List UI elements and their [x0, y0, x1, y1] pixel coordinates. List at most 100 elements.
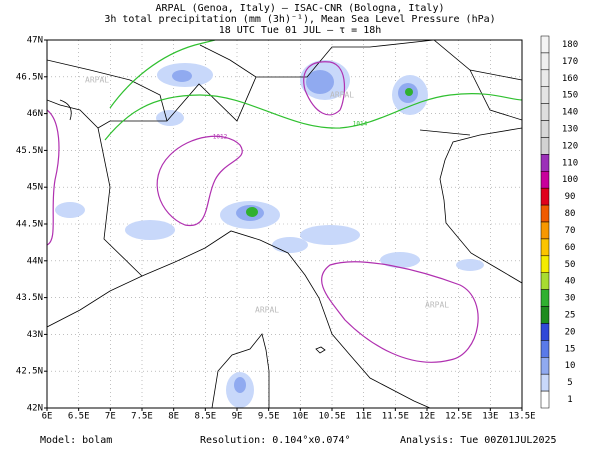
lon-label: 11.5E	[382, 412, 409, 422]
title-line: 18 UTC Tue 01 JUL – τ = 18h	[219, 25, 382, 36]
watermark: ARPAL	[330, 91, 354, 100]
colorbar-cell	[540, 255, 550, 273]
analysis-label: Analysis: Tue 00Z01JUL2025	[400, 435, 557, 446]
colorbar-label: 180	[562, 40, 578, 50]
lat-label: 46.5N	[16, 72, 43, 82]
model-label: Model: bolam	[40, 435, 112, 446]
lon-label: 10E	[292, 412, 308, 422]
colorbar-label: 140	[562, 108, 578, 118]
lon-label: 7E	[105, 412, 116, 422]
lon-label: 7.5E	[131, 412, 153, 422]
watermark: ARPAL	[255, 306, 279, 315]
colorbar-label: 10	[565, 361, 576, 371]
lat-label: 42.5N	[16, 367, 43, 377]
coast	[211, 333, 270, 408]
lon-label: 13E	[482, 412, 498, 422]
coast	[315, 346, 326, 354]
colorbar-cell	[540, 357, 550, 375]
lat-label: 46N	[27, 109, 43, 119]
colorbar-label: 70	[565, 226, 576, 236]
isobar	[109, 40, 216, 109]
colorbar-label: 120	[562, 141, 578, 151]
lon-label: 6E	[42, 412, 53, 422]
colorbar-cell	[540, 86, 550, 104]
colorbar-cell	[540, 171, 550, 189]
colorbar-cell	[540, 204, 550, 223]
isobar	[156, 135, 243, 227]
lat-label: 45N	[27, 183, 43, 193]
border	[59, 99, 471, 136]
colorbar-cell	[540, 120, 550, 138]
lat-label: 47N	[27, 36, 43, 46]
lon-label: 6.5E	[68, 412, 90, 422]
colorbar-label: 170	[562, 57, 578, 67]
colorbar-cell	[540, 154, 550, 172]
lon-label: 8E	[168, 412, 179, 422]
colorbar-cell	[540, 187, 550, 206]
lon-label: 11E	[356, 412, 372, 422]
coast	[47, 230, 431, 408]
lat-label: 45.5N	[16, 146, 43, 156]
colorbar-cell	[540, 323, 550, 341]
colorbar-cell	[540, 69, 550, 87]
colorbar-label: 150	[562, 91, 578, 101]
isobar	[104, 93, 522, 141]
colorbar-cell	[540, 340, 550, 358]
colorbar-cell	[540, 52, 550, 71]
colorbar-label: 130	[562, 125, 578, 135]
watermark: ARPAL	[425, 301, 449, 310]
lat-label: 43.5N	[16, 293, 43, 303]
isobar	[47, 109, 60, 246]
lon-label: 9E	[232, 412, 243, 422]
colorbar-label: 30	[565, 294, 576, 304]
lon-label: 13.5E	[508, 412, 535, 422]
lon-label: 10.5E	[318, 412, 345, 422]
colorbar-label: 90	[565, 192, 576, 202]
colorbar-label: 110	[562, 158, 578, 168]
lat-label: 44N	[27, 256, 43, 266]
lat-label: 42N	[27, 404, 43, 414]
isobar	[321, 261, 479, 363]
watermark: ARPAL	[85, 76, 109, 85]
resolution-label: Resolution: 0.104°x0.074°	[200, 435, 351, 446]
map-area	[47, 40, 522, 408]
colorbar-cell	[540, 137, 550, 155]
colorbar-cell	[540, 272, 550, 290]
lat-label: 44.5N	[16, 220, 43, 230]
isobar-label: 1012	[213, 134, 228, 141]
coast	[439, 127, 522, 284]
precip-heavy	[246, 88, 413, 217]
colorbar-cell	[540, 306, 550, 324]
colorbar-label: 60	[565, 243, 576, 253]
colorbar-label: 25	[565, 311, 576, 321]
lon-label: 12E	[419, 412, 435, 422]
precipitation	[55, 60, 484, 408]
colorbar-cell	[540, 238, 550, 257]
colorbar-label: 20	[565, 327, 576, 337]
colorbar-label: 160	[562, 74, 578, 84]
colorbar-label: 80	[565, 209, 576, 219]
lon-label: 8.5E	[194, 412, 216, 422]
isobars	[47, 40, 522, 363]
lon-label: 9.5E	[258, 412, 280, 422]
colorbar-cell	[540, 390, 550, 409]
isobar-label: 1014	[353, 121, 368, 128]
colorbar-cell	[540, 221, 550, 240]
precip-medium	[172, 70, 418, 393]
coastlines	[47, 40, 522, 408]
colorbar-label: 40	[565, 277, 576, 287]
isobar	[303, 61, 346, 116]
colorbar-label: 1	[567, 395, 572, 405]
title-line: 3h total precipitation (mm (3h)⁻¹), Mean…	[104, 14, 495, 25]
colorbar-label: 15	[565, 344, 576, 354]
colorbar-cell	[540, 289, 550, 307]
colorbar-cell	[540, 103, 550, 121]
border	[97, 40, 435, 277]
colorbar-cell	[540, 35, 550, 54]
lon-label: 12.5E	[445, 412, 472, 422]
colorbar-label: 5	[567, 378, 572, 388]
colorbar-cell	[540, 373, 550, 392]
title-line: ARPAL (Genoa, Italy) – ISAC-CNR (Bologna…	[156, 3, 445, 14]
